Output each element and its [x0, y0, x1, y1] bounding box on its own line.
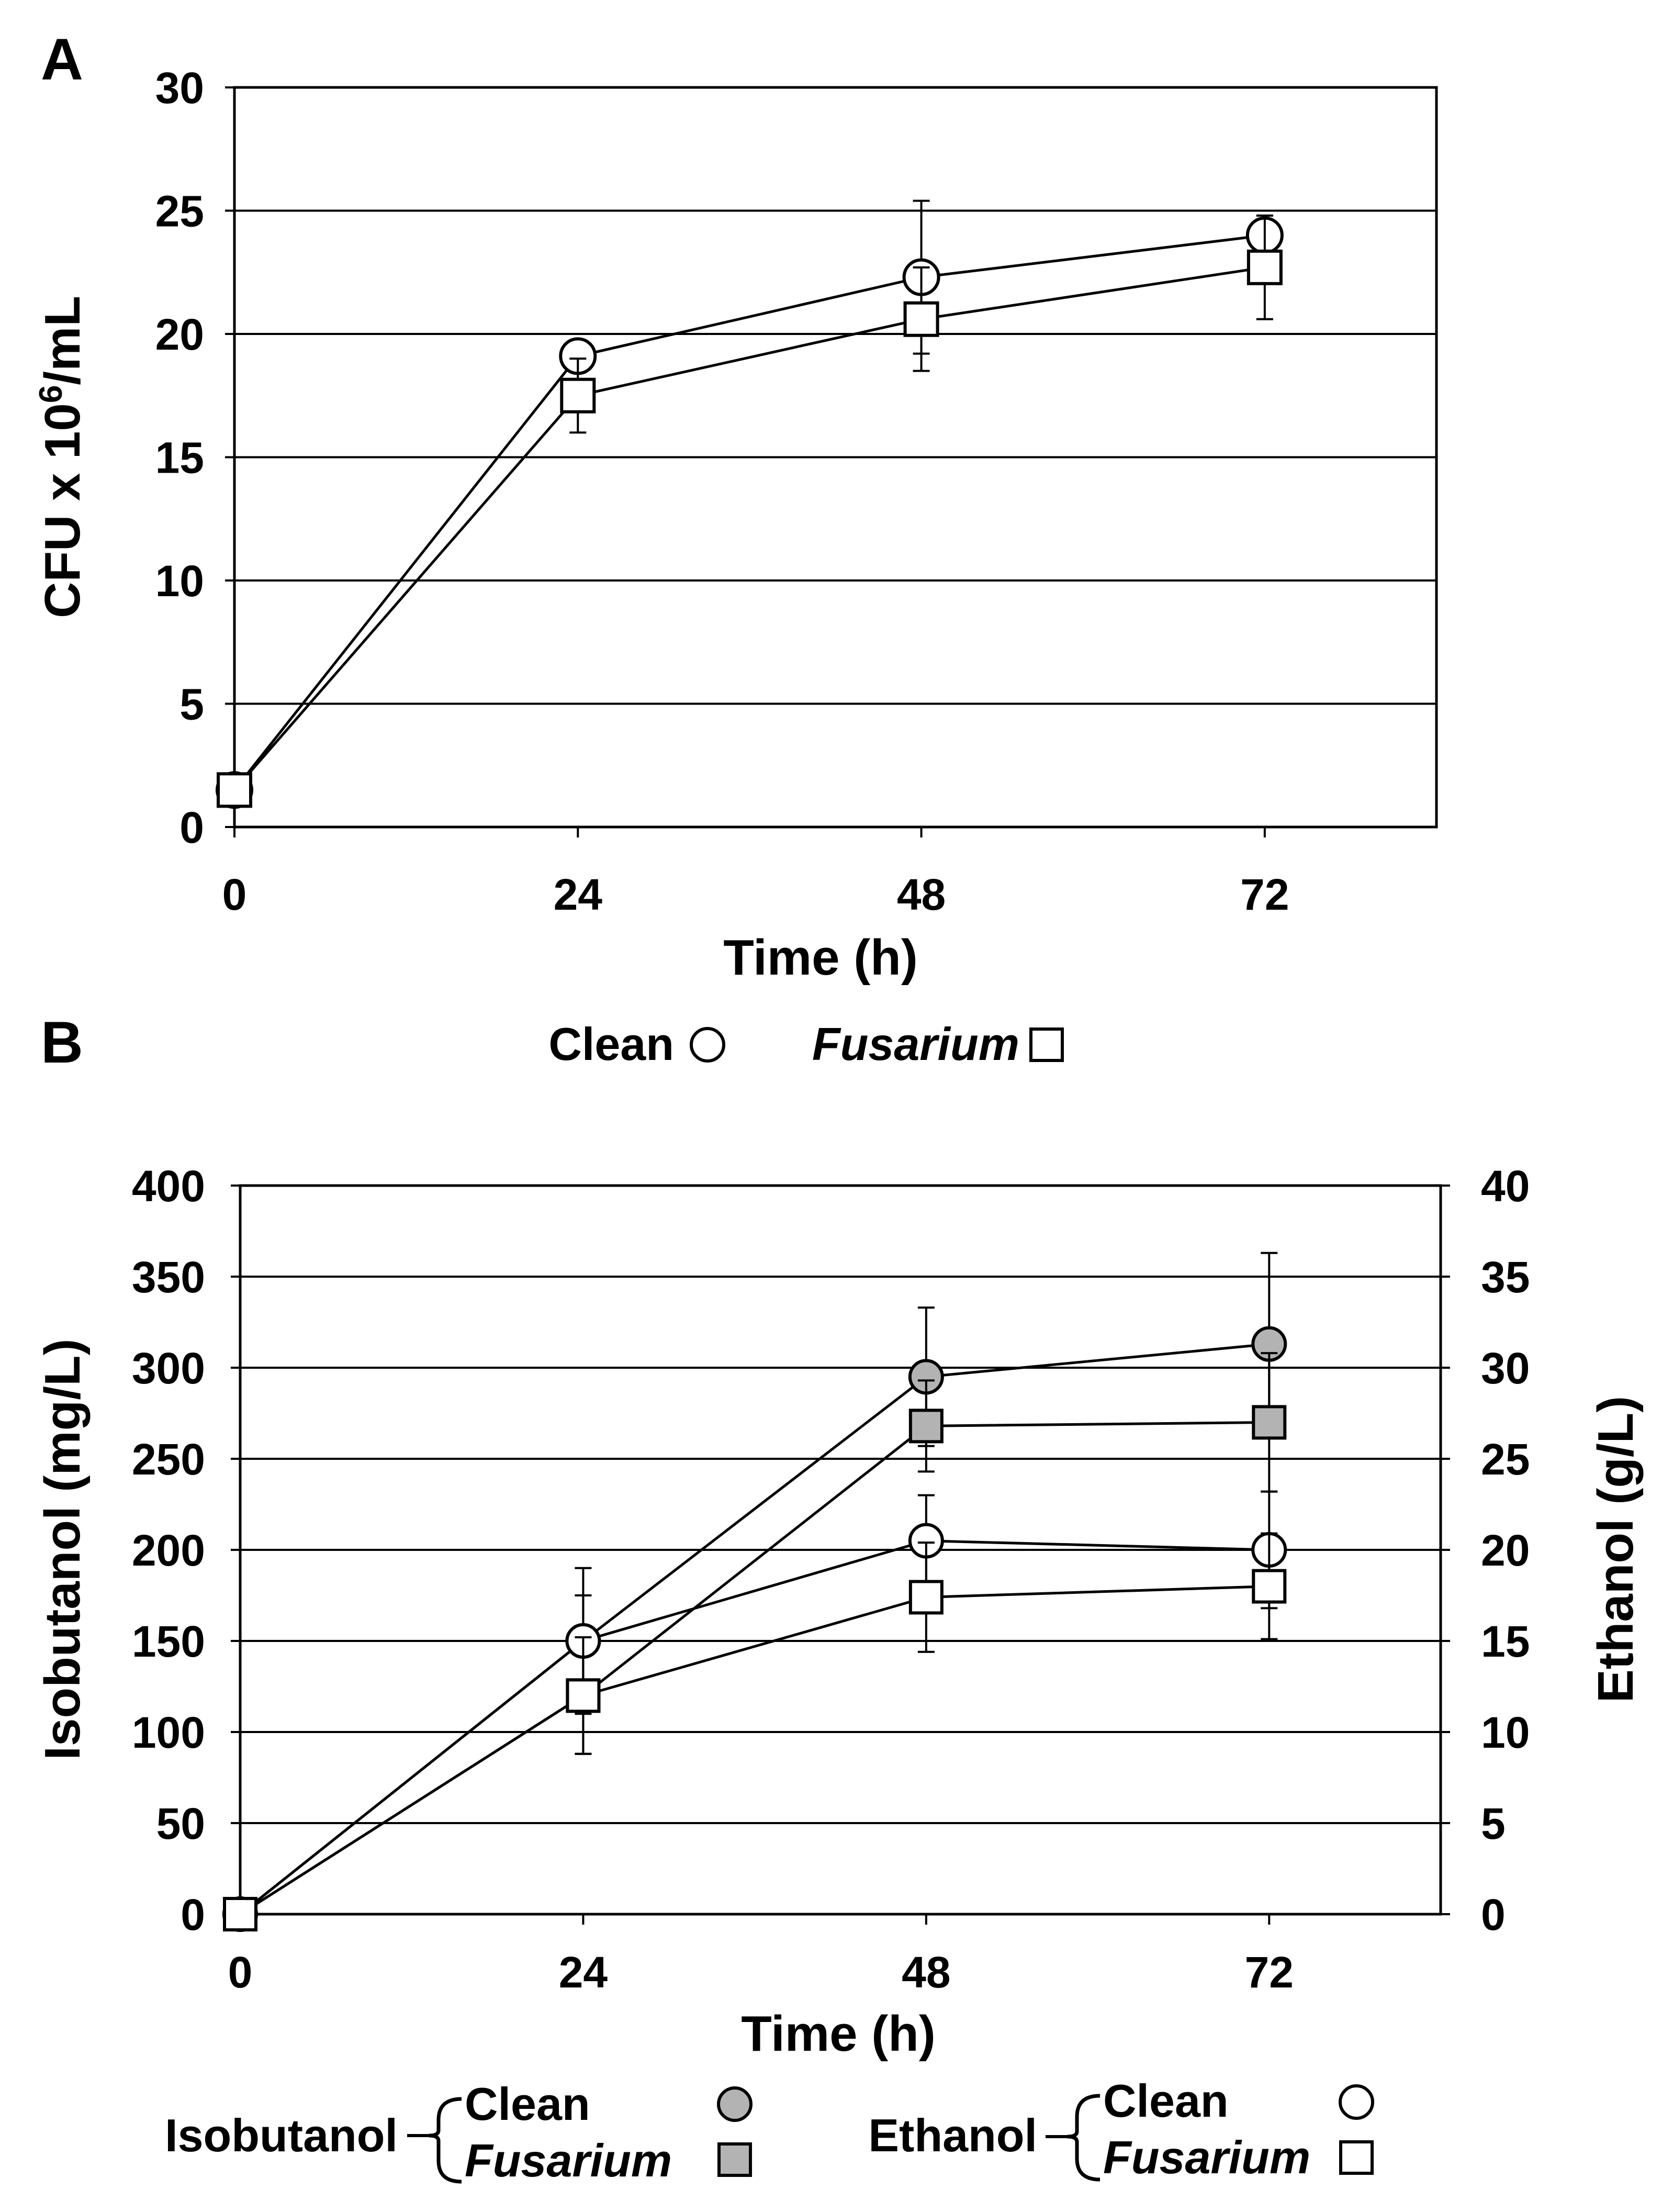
- panel-a-legend-clean-marker: [690, 1027, 725, 1063]
- panel-b-legend: Isobutanol Clean Fusarium Ethanol Clean …: [165, 2075, 1374, 2186]
- panel-b-y-right-tick-label-25: 25: [1481, 1435, 1530, 1484]
- panel-b-series-isobutanol-fusarium-point-48: [908, 1409, 944, 1444]
- panel-a-y-axis-title-suffix: /mL: [35, 296, 91, 385]
- panel-a-x-tick-label-72: 72: [1240, 870, 1289, 919]
- panel-a-y-tick-label-20: 20: [155, 310, 204, 359]
- panel-b-legend-ethanol-clean-marker: [1339, 2084, 1374, 2120]
- panel-b-series-ethanol-fusarium-line: [239, 1585, 1270, 1916]
- panel-b-series: [222, 1252, 1287, 1932]
- panel-b-letter: B: [41, 1010, 83, 1075]
- panel-b-y-right-tick-label-40: 40: [1481, 1161, 1530, 1211]
- panel-a-legend: Clean Fusarium: [548, 1018, 1064, 1070]
- panel-a-legend-fusarium-label: Fusarium: [812, 1018, 1019, 1070]
- panel-a-y-tick-label-25: 25: [155, 187, 204, 236]
- panel-b-y-right-tick-label-10: 10: [1481, 1708, 1530, 1757]
- panel-b-y-right-tick-label-0: 0: [1481, 1890, 1506, 1939]
- panel-b-legend-ethanol-clean-label: Clean: [1103, 2075, 1229, 2127]
- panel-b-legend-ethanol-fusarium-marker: [1339, 2140, 1374, 2175]
- panel-b-legend-isobutanol-clean-marker: [717, 2086, 753, 2122]
- panel-a-letter: A: [41, 27, 83, 92]
- panel-a-series-fusarium-point-24: [560, 377, 596, 414]
- panel-a-y-tick-label-10: 10: [155, 556, 204, 606]
- panel-a-legend-fusarium-marker: [1029, 1027, 1064, 1062]
- panel-a-x-tick-labels: 0 24 48 72: [222, 827, 1289, 919]
- panel-a-series-clean-line: [233, 234, 1265, 791]
- panel-b-y-tick-label-100: 100: [132, 1708, 205, 1757]
- panel-a-y-axis-title-superscript: 6: [33, 385, 69, 403]
- panel-b-x-tick-labels: 0 24 48 72: [228, 1914, 1294, 1997]
- panel-a-y-axis-title-prefix: CFU x 10: [35, 403, 91, 618]
- panel-a: A 0 5 10 15 20 25 30 0 24 48 72 Time (h) CFU x 10…: [33, 27, 1438, 1070]
- panel-b-y-right-tick-label-30: 30: [1481, 1344, 1530, 1393]
- panel-a-series-fusarium: [217, 214, 1283, 808]
- panel-a-x-tick-label-24: 24: [554, 870, 603, 919]
- panel-b-legend-isobutanol-fusarium-marker: [717, 2142, 752, 2177]
- panel-b-y-right-tick-label-35: 35: [1481, 1253, 1530, 1302]
- panel-b-y-tick-label-300: 300: [132, 1344, 205, 1393]
- panel-b-y-tick-label-0: 0: [181, 1890, 205, 1939]
- panel-a-x-tick-label-48: 48: [897, 870, 946, 919]
- panel-b-series-ethanol-fusarium-point-0: [223, 1897, 257, 1931]
- panel-a-series: [216, 199, 1284, 809]
- panel-a-series-fusarium-line: [233, 266, 1265, 791]
- panel-b-legend-isobutanol-label: Isobutanol: [165, 2109, 398, 2161]
- panel-b-x-tick-label-24: 24: [559, 1948, 608, 1997]
- panel-b-y-axis-title-left: Isobutanol (mg/L): [35, 1338, 91, 1760]
- panel-a-y-axis-title: CFU x 106/mL: [33, 296, 91, 618]
- panel-b-series-ethanol-fusarium-point-48: [908, 1580, 944, 1615]
- panel-a-x-axis-title: Time (h): [723, 930, 918, 986]
- panel-a-gridlines: [234, 209, 1436, 705]
- panel-b-y-right-tick-label-15: 15: [1481, 1617, 1530, 1666]
- panel-b-series-ethanol-fusarium-point-24: [566, 1678, 601, 1713]
- panel-b-y-tick-labels-left: 0 50 100 150 200 250 300 350 400: [132, 1161, 240, 1939]
- panel-b-x-tick-label-72: 72: [1245, 1948, 1294, 1997]
- panel-a-x-tick-label-0: 0: [222, 870, 247, 919]
- panel-b-y-tick-labels-right: 0 5 10 15 20 25 30 35 40: [1441, 1161, 1530, 1939]
- panel-a-y-tick-label-15: 15: [155, 433, 204, 483]
- panel-b-x-tick-label-48: 48: [902, 1948, 950, 1997]
- panel-a-y-tick-labels: 0 5 10 15 20 25 30: [155, 63, 234, 852]
- panel-b-x-tick-label-0: 0: [228, 1948, 253, 1997]
- panel-a-series-fusarium-point-48: [903, 301, 939, 337]
- panel-a-series-fusarium-point-72: [1247, 249, 1283, 285]
- panel-b-y-axis-title-right: Ethanol (g/L): [1588, 1396, 1644, 1703]
- panel-b-y-tick-label-200: 200: [132, 1526, 205, 1575]
- panel-b-series-isobutanol-fusarium-point-72: [1252, 1405, 1287, 1440]
- panel-b-y-tick-label-50: 50: [156, 1799, 205, 1848]
- panel-b-series-ethanol-clean-line: [239, 1539, 1270, 1915]
- panel-b-x-axis-title: Time (h): [741, 2006, 936, 2062]
- panel-b-legend-ethanol-label: Ethanol: [868, 2109, 1037, 2161]
- panel-b-y-tick-label-150: 150: [132, 1617, 205, 1666]
- panel-b-y-right-tick-label-20: 20: [1481, 1526, 1530, 1575]
- panel-b-y-tick-label-400: 400: [132, 1161, 205, 1211]
- panel-b-legend-ethanol-fusarium-label: Fusarium: [1103, 2131, 1310, 2183]
- panel-b-y-right-tick-label-5: 5: [1481, 1799, 1506, 1848]
- panel-a-series-fusarium-point-0: [217, 772, 252, 808]
- panel-b-series-ethanol-fusarium: [223, 1532, 1287, 1931]
- panel-b-legend-isobutanol-fusarium-label: Fusarium: [465, 2135, 672, 2186]
- panel-b-series-ethanol-fusarium-point-72: [1252, 1569, 1287, 1604]
- panel-b-y-tick-label-350: 350: [132, 1253, 205, 1302]
- panel-b-y-tick-label-250: 250: [132, 1435, 205, 1484]
- panel-a-y-tick-label-0: 0: [179, 803, 204, 852]
- panel-a-y-tick-label-5: 5: [179, 680, 204, 729]
- panel-b-legend-isobutanol-clean-label: Clean: [465, 2078, 590, 2130]
- panel-a-y-tick-label-30: 30: [155, 63, 204, 113]
- panel-a-legend-clean-label: Clean: [548, 1018, 674, 1070]
